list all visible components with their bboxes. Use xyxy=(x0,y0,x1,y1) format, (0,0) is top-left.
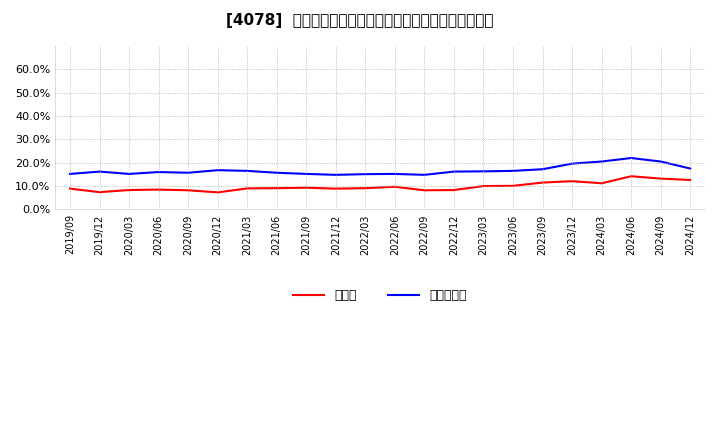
現預金 xyxy=(420,187,428,193)
有利子負債 xyxy=(449,169,458,174)
現預金 xyxy=(657,176,665,181)
有利子負債 xyxy=(657,159,665,164)
現預金 xyxy=(627,174,636,179)
有利子負債 xyxy=(243,168,251,173)
有利子負債 xyxy=(125,171,133,176)
有利子負債 xyxy=(331,172,340,177)
現預金 xyxy=(449,187,458,193)
現預金 xyxy=(95,190,104,195)
現預金 xyxy=(390,184,399,189)
現預金 xyxy=(331,186,340,191)
有利子負債 xyxy=(66,171,74,176)
有利子負債 xyxy=(302,171,310,176)
現預金 xyxy=(568,179,577,184)
有利子負債 xyxy=(184,170,192,176)
有利子負債 xyxy=(686,166,695,171)
有利子負債 xyxy=(598,159,606,164)
有利子負債 xyxy=(627,155,636,161)
現預金 xyxy=(243,186,251,191)
現預金 xyxy=(125,187,133,193)
Line: 有利子負債: 有利子負債 xyxy=(70,158,690,175)
現預金 xyxy=(213,190,222,195)
現預金 xyxy=(686,177,695,183)
現預金 xyxy=(598,181,606,186)
有利子負債 xyxy=(480,169,488,174)
Line: 現預金: 現預金 xyxy=(70,176,690,192)
有利子負債 xyxy=(539,167,547,172)
有利子負債 xyxy=(154,169,163,175)
Legend: 現預金, 有利子負債: 現預金, 有利子負債 xyxy=(288,284,472,308)
現預金 xyxy=(66,186,74,191)
現預金 xyxy=(154,187,163,192)
有利子負債 xyxy=(568,161,577,166)
有利子負債 xyxy=(390,171,399,176)
現預金 xyxy=(361,186,369,191)
有利子負債 xyxy=(420,172,428,177)
有利子負債 xyxy=(361,172,369,177)
現預金 xyxy=(539,180,547,185)
現預金 xyxy=(272,186,281,191)
現預金 xyxy=(480,183,488,189)
現預金 xyxy=(184,187,192,193)
有利子負債 xyxy=(509,168,518,173)
有利子負債 xyxy=(272,170,281,176)
現預金 xyxy=(302,185,310,191)
有利子負債 xyxy=(213,168,222,173)
現預金 xyxy=(509,183,518,188)
有利子負債 xyxy=(95,169,104,174)
Text: [4078]  現預金、有利子負債の総資産に対する比率の推移: [4078] 現預金、有利子負債の総資産に対する比率の推移 xyxy=(226,13,494,28)
